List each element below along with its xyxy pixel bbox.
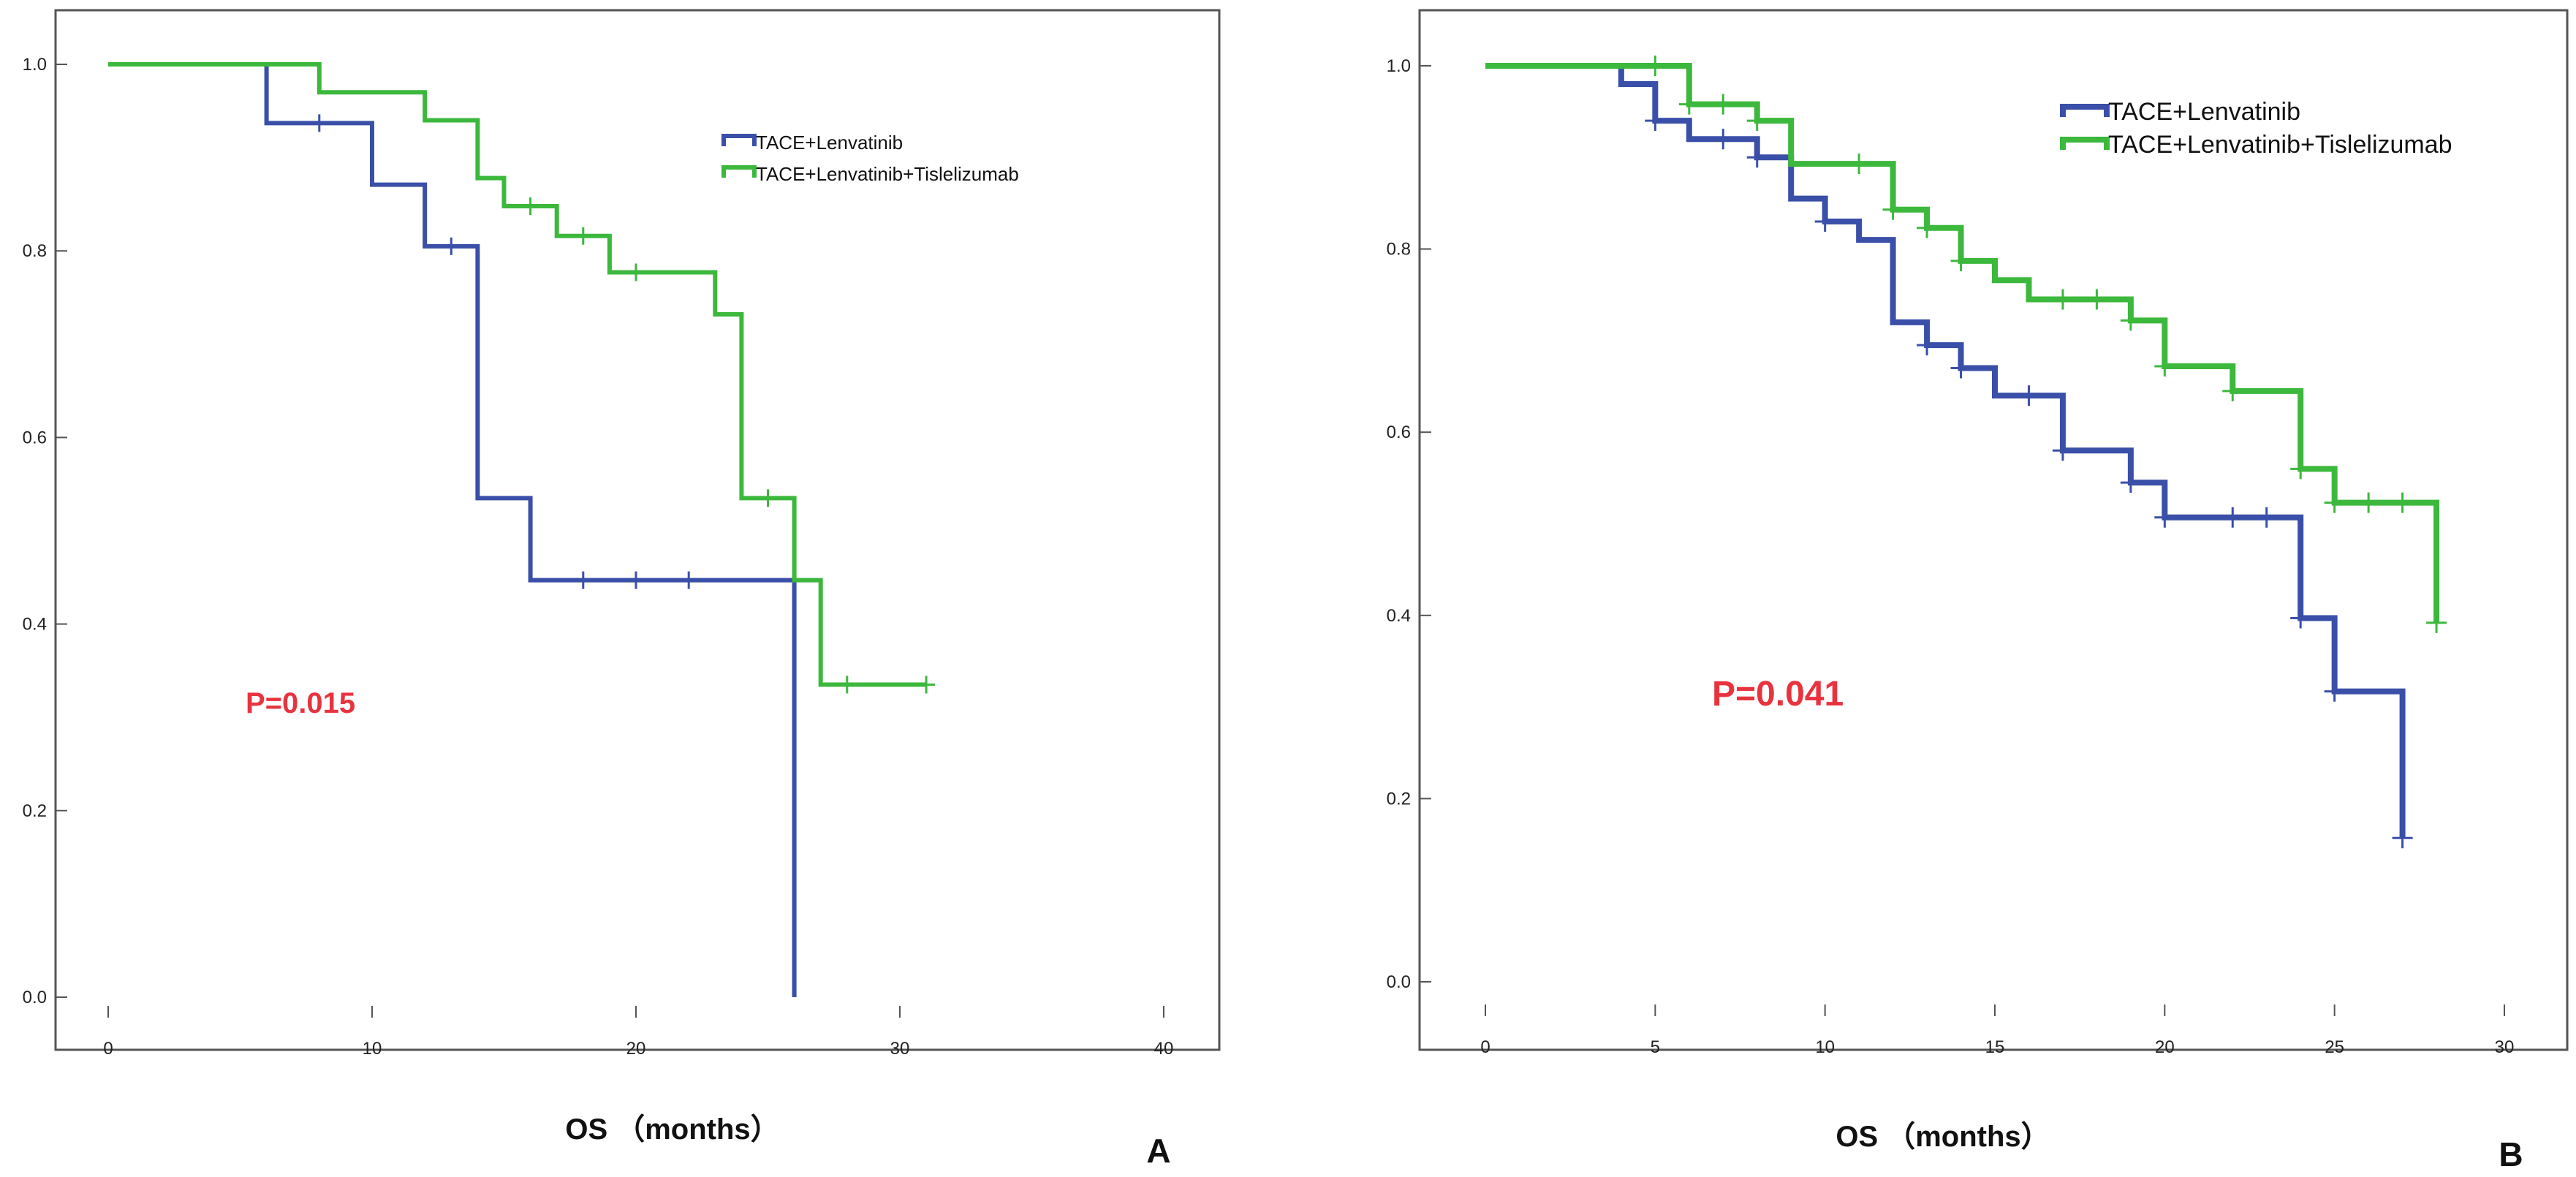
censor-mark	[2052, 440, 2073, 461]
y-tick-label: 0.6	[1387, 423, 1411, 442]
censor-mark	[1645, 110, 1666, 132]
censor-mark	[2290, 608, 2311, 629]
censor-mark	[680, 571, 698, 589]
censor-mark	[574, 227, 592, 245]
panel-letter: B	[2499, 1135, 2523, 1173]
censor-mark	[2290, 458, 2311, 480]
y-tick-label: 0.8	[23, 241, 47, 261]
censor-mark	[1713, 94, 1734, 115]
x-tick-label: 10	[1815, 1037, 1835, 1057]
censor-mark	[1645, 56, 1666, 76]
legend-swatch	[721, 165, 757, 178]
censor-mark	[2392, 828, 2413, 849]
y-tick-label: 0.2	[23, 801, 47, 821]
censor-mark	[2222, 507, 2243, 528]
censor-mark	[627, 263, 645, 281]
censor-mark	[442, 237, 461, 255]
x-tick-label: 25	[2325, 1037, 2344, 1057]
censor-mark	[627, 571, 645, 589]
y-tick-label: 0.0	[23, 988, 47, 1007]
censor-mark	[1917, 335, 1938, 356]
legend-label: TACE+Lenvatinib+Tislelizumab	[756, 163, 1019, 185]
y-tick-label: 1.0	[23, 55, 47, 75]
censor-mark	[2256, 507, 2277, 528]
censor-mark	[2120, 472, 2141, 493]
plot-frame	[54, 9, 1221, 1051]
censor-mark	[2018, 385, 2039, 406]
censor-mark	[917, 675, 936, 694]
censor-mark	[2426, 612, 2447, 633]
y-tick-label: 0.4	[23, 615, 47, 635]
legend-label: TACE+Lenvatinib	[2108, 98, 2300, 126]
censor-mark	[2120, 310, 2141, 331]
legend-label: TACE+Lenvatinib	[756, 132, 903, 154]
censor-mark	[2154, 507, 2175, 528]
x-tick-label: 40	[1154, 1039, 1174, 1059]
censor-mark	[2392, 492, 2413, 513]
y-tick-label: 1.0	[1387, 56, 1411, 76]
x-tick-label: 10	[363, 1039, 382, 1059]
panel-letter: A	[1146, 1132, 1170, 1170]
x-tick-label: 0	[1480, 1037, 1490, 1057]
censor-mark	[521, 197, 539, 215]
km-curve	[1485, 63, 2440, 623]
km-curve	[108, 62, 797, 997]
censor-mark	[759, 489, 777, 507]
censor-mark	[2052, 289, 2073, 310]
y-tick-label: 0.0	[1387, 972, 1411, 992]
panel-b: 0.0 0.2 0.4 0.6 0.8 1.0 0 5 10 15 20 25 30 OS （months…	[1387, 9, 2569, 1173]
censor-mark	[1678, 94, 1700, 115]
p-value-annotation: P=0.041	[1712, 675, 1844, 714]
censor-mark	[2222, 380, 2243, 401]
censor-mark	[838, 675, 856, 694]
censor-mark	[1950, 357, 1971, 379]
x-tick-label: 30	[2495, 1037, 2515, 1057]
x-tick-label: 20	[2155, 1037, 2175, 1057]
censor-mark	[574, 571, 592, 589]
legend-swatch	[2060, 137, 2110, 150]
censor-mark	[2358, 492, 2379, 513]
panel-a: 0.0 0.2 0.4 0.6 0.8 1.0 0 10 20 30 40 OS （months） A T…	[23, 9, 1221, 1170]
x-tick-label: 20	[626, 1039, 646, 1059]
y-tick-label: 0.4	[1387, 606, 1411, 626]
x-tick-label: 30	[890, 1039, 910, 1059]
x-tick-label: 5	[1651, 1037, 1660, 1057]
censor-mark	[1746, 110, 1768, 132]
y-tick-label: 0.8	[1387, 240, 1411, 260]
censor-mark	[2324, 681, 2345, 702]
censor-mark	[1917, 217, 1938, 238]
censor-mark	[310, 114, 328, 132]
x-axis-title: OS （months）	[1836, 1121, 2050, 1153]
x-axis-title: OS （months）	[565, 1113, 779, 1146]
censor-mark	[2324, 492, 2345, 513]
km-curve	[1485, 63, 2406, 839]
censor-mark	[2154, 355, 2175, 376]
censor-mark	[1882, 199, 1903, 220]
y-tick-label: 0.2	[1387, 789, 1411, 809]
censor-mark	[1713, 129, 1734, 150]
legend-label: TACE+Lenvatinib+Tislelizumab	[2108, 131, 2452, 159]
y-tick-label: 0.6	[23, 428, 47, 447]
x-tick-label: 15	[1985, 1037, 2005, 1057]
censor-mark	[1814, 211, 1836, 232]
legend-swatch	[2060, 104, 2110, 117]
p-value-annotation: P=0.015	[246, 687, 355, 719]
plot-frame	[1418, 9, 2569, 1051]
censor-mark	[2086, 289, 2107, 310]
x-tick-label: 0	[103, 1039, 113, 1059]
censor-mark	[1849, 154, 1870, 175]
censor-mark	[1950, 250, 1971, 271]
legend-swatch	[721, 134, 757, 146]
censor-mark	[1746, 147, 1768, 168]
